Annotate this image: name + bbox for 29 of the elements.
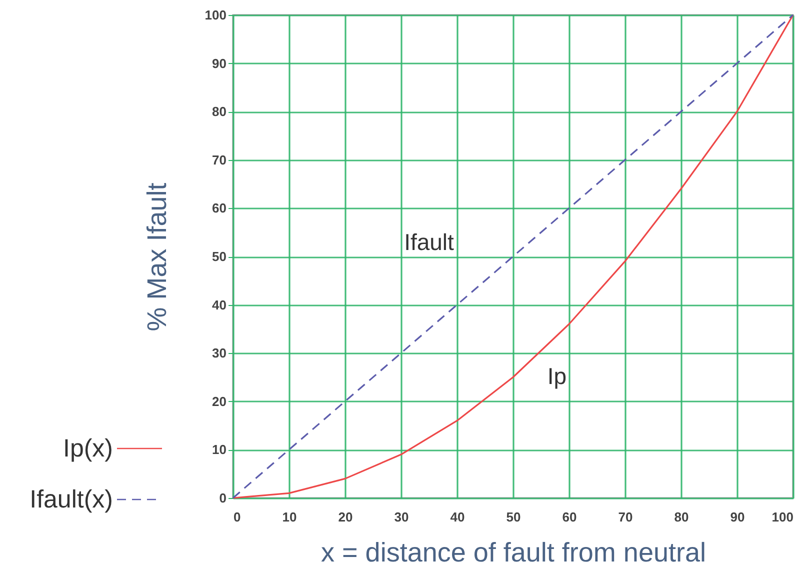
y-tick-label: 0 [219,490,226,506]
y-tick-label: 90 [212,56,226,71]
legend-label: Ifault(x) [30,486,113,514]
line-series [232,14,794,499]
x-tick-label: 0 [234,510,241,524]
x-tick-label: 70 [618,510,633,524]
y-tick-label: 70 [212,152,226,168]
x-tick-label: 20 [338,510,353,524]
y-tick-label: 80 [212,104,226,120]
legend-label: Ip(x) [63,434,113,462]
y-tick-label: 10 [212,442,226,458]
x-tick-label: 60 [562,510,577,524]
x-axis-title: x = distance of fault from neutral [321,538,706,567]
annotation: Ip [547,362,567,389]
x-tick-label: 90 [730,510,745,524]
y-tick-label: 20 [212,394,226,409]
x-tick-label: 40 [450,510,465,524]
y-tick-label: 100 [204,8,226,22]
x-tick-label: 10 [282,510,297,524]
y-axis-title: % Max Ifault [142,182,172,332]
y-tick-label: 30 [212,346,226,361]
y-tick-label: 50 [212,249,226,264]
x-tick-label: 100 [772,510,794,524]
y-tick-label: 40 [212,297,226,312]
x-tick-label: 50 [506,510,521,524]
x-tick-label: 80 [674,510,689,524]
x-tick-label: 30 [394,510,409,524]
y-tick-label: 60 [212,200,226,216]
annotation: Ifault [404,228,455,255]
